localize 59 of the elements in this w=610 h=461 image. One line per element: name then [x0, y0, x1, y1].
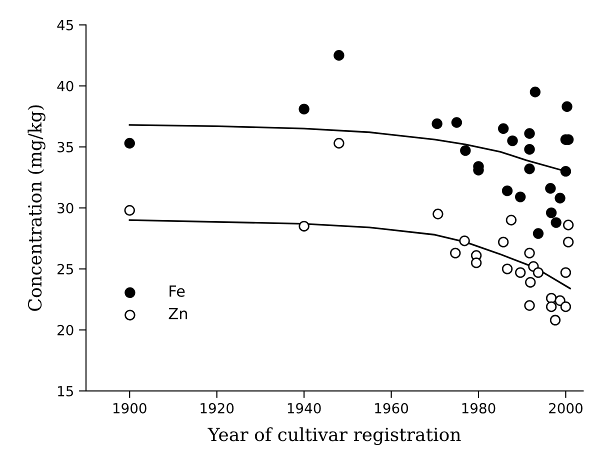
point	[460, 145, 471, 156]
y-tick-label: 45	[57, 20, 73, 30]
point	[560, 267, 572, 278]
point	[459, 236, 470, 246]
point	[545, 183, 556, 194]
x-tick-label: 1920	[200, 402, 234, 414]
point	[498, 236, 509, 248]
y-tick-label: 25	[58, 264, 73, 274]
point	[502, 185, 513, 196]
point	[532, 267, 544, 278]
x-tick-label: 1900	[113, 402, 146, 414]
point	[298, 104, 310, 114]
point	[530, 86, 541, 98]
point	[450, 248, 461, 258]
point	[524, 248, 535, 258]
point	[550, 217, 562, 228]
x-axis-title: Year of cultivar registration	[208, 427, 461, 446]
legend-label: Zn	[168, 308, 187, 320]
point	[334, 138, 344, 149]
point	[124, 205, 135, 216]
point	[524, 300, 535, 311]
point	[124, 138, 135, 149]
point	[507, 135, 518, 146]
point	[515, 267, 526, 278]
y-axis-title: Concentration (mg/kg)	[28, 105, 46, 311]
point	[525, 276, 536, 288]
point	[502, 264, 513, 274]
point	[562, 220, 574, 230]
point	[524, 144, 535, 155]
point	[560, 301, 572, 312]
point	[498, 123, 509, 134]
point	[562, 236, 574, 248]
point	[546, 207, 557, 218]
point	[432, 118, 442, 130]
point	[334, 50, 344, 61]
y-tick-label: 30	[58, 202, 74, 214]
y-tick-label: 40	[57, 80, 74, 92]
y-tick-label: 15	[58, 386, 73, 396]
x-tick-label: 1980	[462, 402, 496, 414]
point	[298, 220, 310, 232]
point	[550, 314, 561, 326]
point	[506, 214, 517, 226]
point	[562, 101, 572, 112]
point	[546, 301, 557, 312]
y-tick-label: 20	[58, 324, 74, 336]
point	[524, 128, 535, 139]
x-tick-label: 2000	[549, 402, 582, 414]
legend-label: Fe	[170, 286, 185, 297]
x-tick-label: 1940	[288, 402, 321, 414]
point	[524, 164, 535, 174]
point	[515, 192, 526, 202]
point	[451, 117, 462, 128]
point	[470, 257, 482, 268]
point	[560, 166, 572, 177]
x-tick-label: 1960	[375, 402, 408, 414]
point	[532, 228, 544, 239]
point	[554, 192, 566, 204]
point	[432, 208, 444, 220]
y-tick-label: 35	[58, 142, 73, 152]
